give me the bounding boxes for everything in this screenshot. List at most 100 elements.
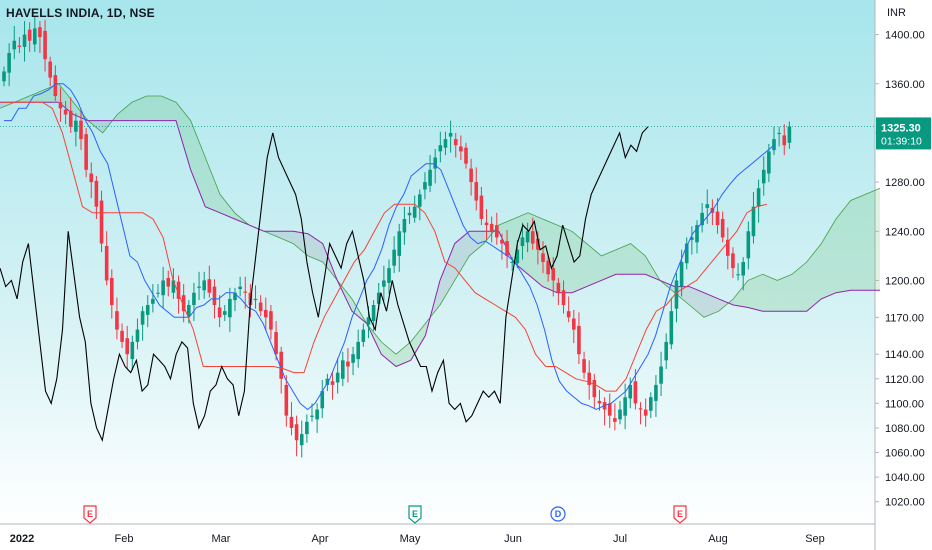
candle-body [99,200,104,244]
candle-body [63,109,68,115]
candle-body [777,132,781,134]
earnings-event-icon [408,505,422,524]
candle-body [294,424,299,441]
senkou-span-a [0,83,881,355]
lagging-span [0,126,649,442]
candle-body [505,241,509,256]
candle-body [120,330,124,342]
cloud-segment [205,157,220,213]
candle-body [38,27,42,38]
candle-body [525,231,530,243]
price-badge-value: 1325.30 [881,122,921,134]
price-tick-label: 1120.00 [885,374,924,386]
candle-body [751,206,756,237]
candle-body [130,341,135,360]
candle-body [638,408,643,410]
candle-body [695,225,699,243]
candle-body [633,381,638,404]
cloud-segment [190,120,206,207]
candle-body [628,384,633,399]
candle-body [161,280,165,296]
cloud-segment [542,218,558,293]
candle-body [356,341,360,360]
time-tick-label: Jul [613,533,627,545]
candle-body [643,409,648,416]
time-tick-label: Apr [311,533,328,545]
cloud-segment [718,298,734,312]
cloud-segment [806,243,822,312]
candle-body [125,338,129,355]
candle-body [361,329,366,342]
candle-body [253,298,258,301]
cloud-segment [381,341,396,367]
cloud-segment [161,96,176,121]
candle-body [469,168,473,183]
cloud-segment [821,218,836,299]
cloud-segment [630,243,646,275]
price-badge [876,117,931,150]
cloud-segment [220,194,235,219]
candle-body [720,218,725,238]
cloud-segment [146,96,162,121]
candle-body [284,384,289,416]
candle-body [110,277,114,306]
time-tick-label: 2022 [10,533,34,545]
candle-body [746,231,751,259]
candle-body [530,231,535,244]
candle-body [674,280,679,309]
candle-body [402,218,407,233]
cloud-segment [704,292,719,318]
candle-body [166,277,171,287]
candle-body [238,286,242,290]
candle-body [546,260,550,275]
candle-body [772,139,776,151]
candle-body [264,309,268,318]
price-tick-label: 1170.00 [885,312,924,324]
candle-body [438,145,443,152]
candle-body [582,359,586,373]
candle-body [700,212,704,226]
candle-body [684,243,689,264]
candle-body [561,290,566,306]
cloud-segment [689,286,704,318]
candle-body [382,280,386,287]
candle-body [187,305,191,317]
candle-body [520,237,525,247]
candle-body [94,180,99,207]
plot-background [0,0,875,524]
candle-body [761,169,766,184]
price-tick-label: 1140.00 [885,349,924,361]
candle-body [407,212,412,216]
candle-body [649,397,653,411]
candle-body [68,110,73,127]
candle-body [756,188,761,207]
candle-body [566,311,571,318]
base-line [2,101,768,392]
time-tick-label: Jun [504,533,522,545]
candle-body [212,286,217,306]
price-tick-label: 1100.00 [885,398,924,410]
price-tick-label: 1060.00 [885,448,925,460]
candle-body [479,195,484,219]
candle-body [140,311,145,325]
candle-body [659,366,663,384]
candle-body [84,134,88,170]
candle-body [423,182,427,190]
cloud-segment [836,200,851,293]
candle-body [428,169,432,186]
candle-body [351,354,355,363]
candle-body [104,246,109,281]
candle-body [181,295,186,312]
cloud-segment [176,102,191,170]
candle-body [79,120,83,140]
candle-body [715,211,720,226]
candle-body [412,206,417,218]
candle-body [217,307,222,318]
candle-body [7,53,11,73]
price-tick-label: 1200.00 [885,275,925,287]
candle-body [387,268,391,283]
candle-body [474,182,479,201]
candle-body [736,274,740,276]
candle-body [330,381,335,385]
